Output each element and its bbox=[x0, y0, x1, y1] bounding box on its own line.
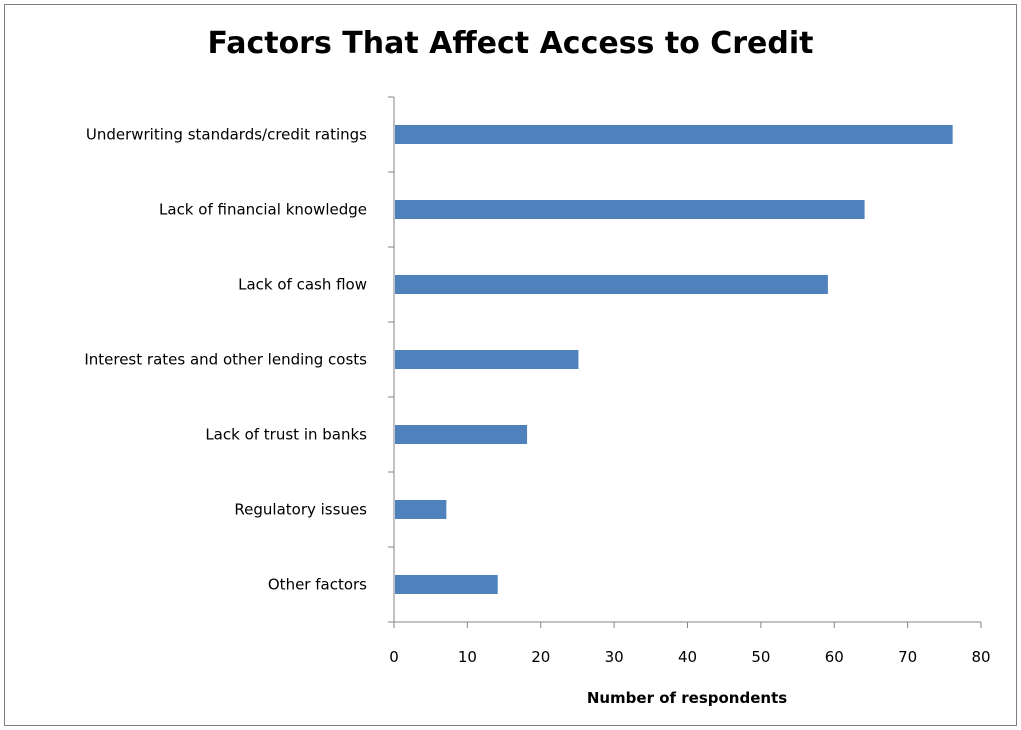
bar bbox=[395, 125, 953, 144]
axes bbox=[388, 96, 982, 628]
bar bbox=[395, 425, 528, 444]
bar bbox=[395, 575, 498, 594]
x-axis-title: Number of respondents bbox=[587, 689, 787, 707]
x-tick-label: 50 bbox=[751, 648, 770, 666]
bars bbox=[395, 125, 953, 594]
category-label: Lack of trust in banks bbox=[205, 426, 367, 444]
x-tick-label: 40 bbox=[678, 648, 697, 666]
x-tick-label: 0 bbox=[389, 648, 399, 666]
x-tick-label: 80 bbox=[971, 648, 990, 666]
bar bbox=[395, 275, 828, 294]
category-label: Regulatory issues bbox=[234, 501, 367, 519]
category-label: Lack of financial knowledge bbox=[159, 201, 367, 219]
chart-title: Factors That Affect Access to Credit bbox=[207, 26, 814, 61]
x-tick-label: 20 bbox=[531, 648, 550, 666]
bar bbox=[395, 350, 579, 369]
x-tick-label: 10 bbox=[458, 648, 477, 666]
category-label: Interest rates and other lending costs bbox=[84, 351, 367, 369]
bar bbox=[395, 200, 865, 219]
x-tick-labels: 0 10 20 30 40 50 60 70 80 bbox=[389, 648, 990, 666]
bar bbox=[395, 500, 447, 519]
x-tick-label: 60 bbox=[825, 648, 844, 666]
category-labels: Underwriting standards/credit ratings Lac… bbox=[84, 126, 367, 594]
category-label: Underwriting standards/credit ratings bbox=[86, 126, 367, 144]
x-tick-label: 70 bbox=[898, 648, 917, 666]
category-label: Lack of cash flow bbox=[238, 276, 367, 294]
category-label: Other factors bbox=[268, 576, 367, 594]
x-tick-label: 30 bbox=[605, 648, 624, 666]
